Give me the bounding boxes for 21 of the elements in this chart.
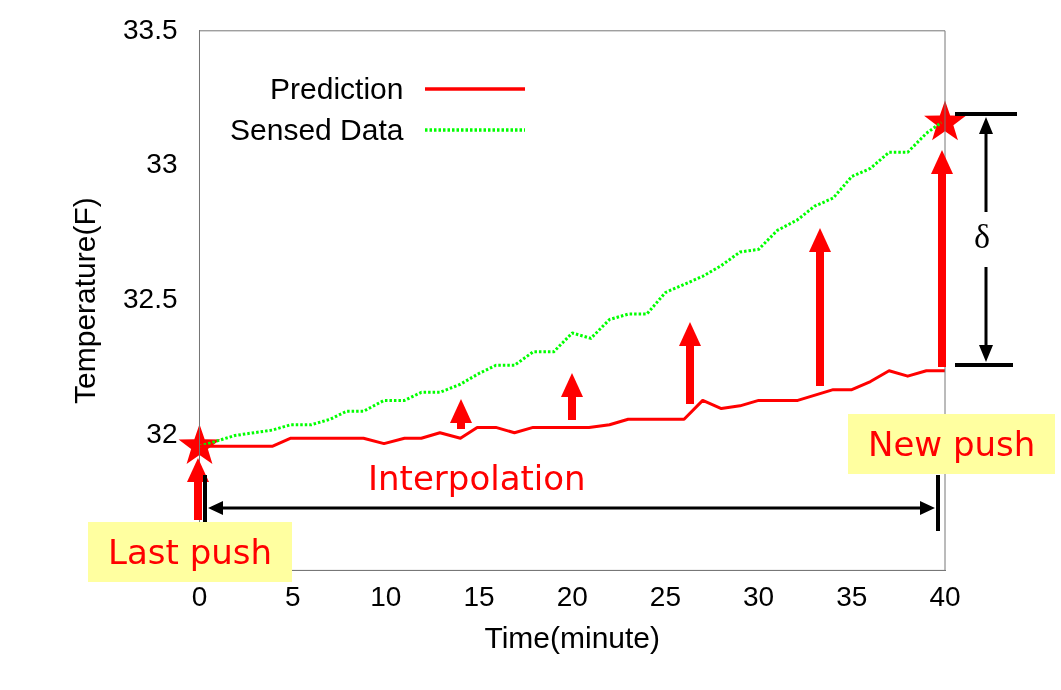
x-tick-label: 0 [191, 580, 208, 612]
x-tick-label: 20 [556, 580, 588, 612]
y-tick-label: 33 [146, 148, 178, 180]
x-axis-title: Time(minute) [484, 621, 661, 655]
annotation: Last push [88, 522, 293, 582]
annotation: Interpolation [368, 458, 586, 498]
y-tick-label: 32 [146, 418, 178, 450]
x-tick-label: 15 [463, 580, 495, 612]
legend-label: Prediction [270, 71, 404, 107]
annotation: New push [848, 414, 1056, 474]
x-tick-label: 25 [649, 580, 682, 612]
y-tick-label: 33.5 [123, 13, 178, 45]
x-tick-label: 30 [743, 580, 775, 612]
y-axis-title: Temperature(F) [68, 197, 102, 404]
legend-label: Sensed Data [230, 112, 404, 148]
x-tick-label: 35 [836, 580, 868, 612]
y-tick-label: 32.5 [123, 283, 178, 315]
x-tick-label: 5 [284, 580, 301, 612]
x-tick-label: 10 [370, 580, 402, 612]
x-tick-label: 40 [929, 580, 961, 612]
text: δ [974, 218, 991, 256]
